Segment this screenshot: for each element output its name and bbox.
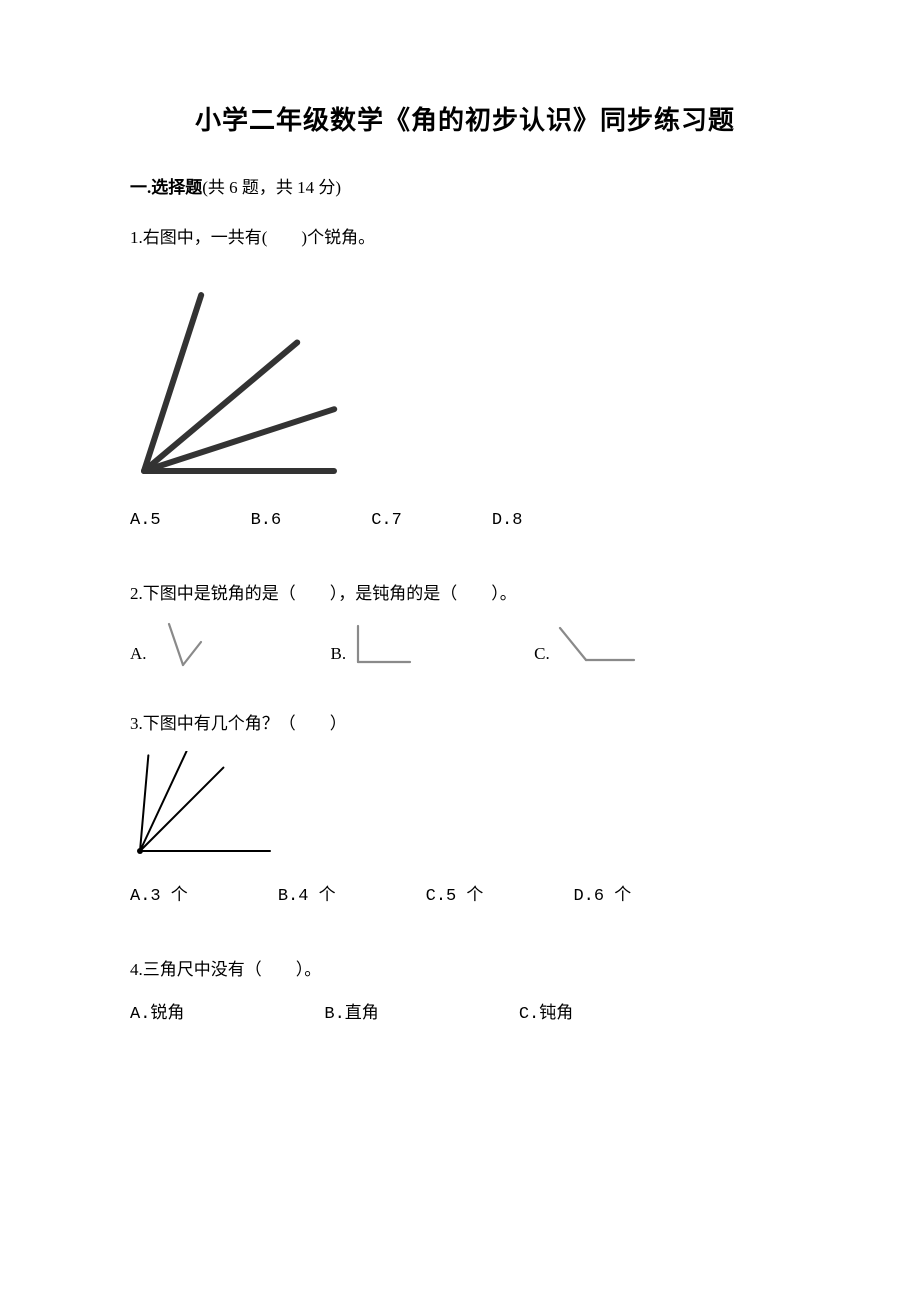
question-2-options: A. B. C. bbox=[130, 622, 800, 668]
q2-option-c: C. bbox=[534, 622, 638, 668]
q3-option-d: D.6 个 bbox=[573, 883, 631, 910]
q2-figure-a bbox=[151, 622, 211, 668]
q4-option-a: A.锐角 bbox=[130, 1001, 184, 1028]
q4-option-b: B.直角 bbox=[324, 1001, 378, 1028]
q3-option-a: A.3 个 bbox=[130, 883, 188, 910]
question-4-options: A.锐角 B.直角 C.钝角 bbox=[130, 1001, 800, 1028]
q1-option-a: A.5 bbox=[130, 507, 161, 534]
q1-option-d: D.8 bbox=[492, 507, 523, 534]
q2-option-a: A. bbox=[130, 622, 211, 668]
angle-fan-icon bbox=[130, 265, 350, 485]
section-heading-prefix: 一.选择题 bbox=[130, 178, 202, 197]
question-4: 4.三角尺中没有（ ）。 A.锐角 B.直角 C.钝角 bbox=[130, 956, 800, 1028]
question-1: 1.右图中，一共有( )个锐角。 A.5 B.6 C.7 D.8 bbox=[130, 224, 800, 534]
section-heading: 一.选择题(共 6 题，共 14 分) bbox=[130, 173, 800, 198]
question-3-text: 3.下图中有几个角？（ ） bbox=[130, 710, 800, 737]
question-2: 2.下图中是锐角的是（ ），是钝角的是（ ）。 A. B. C. bbox=[130, 580, 800, 667]
q2-option-b: B. bbox=[331, 622, 415, 668]
right-angle-icon bbox=[350, 622, 414, 668]
q4-option-c: C.钝角 bbox=[519, 1001, 573, 1028]
q1-option-c: C.7 bbox=[371, 507, 402, 534]
question-1-text: 1.右图中，一共有( )个锐角。 bbox=[130, 224, 800, 251]
question-3-figure bbox=[130, 751, 800, 861]
q2-option-c-label: C. bbox=[534, 640, 550, 667]
section-heading-detail: (共 6 题，共 14 分) bbox=[202, 178, 341, 197]
acute-angle-icon bbox=[151, 622, 211, 668]
q1-option-b: B.6 bbox=[251, 507, 282, 534]
q2-option-b-label: B. bbox=[331, 640, 347, 667]
question-3: 3.下图中有几个角？（ ） A.3 个 B.4 个 C.5 个 D.6 个 bbox=[130, 710, 800, 910]
question-1-figure bbox=[130, 265, 800, 485]
angle-fan-icon bbox=[130, 751, 280, 861]
q2-option-a-label: A. bbox=[130, 640, 147, 667]
worksheet-page: 小学二年级数学《角的初步认识》同步练习题 一.选择题(共 6 题，共 14 分)… bbox=[0, 0, 920, 1302]
question-4-text: 4.三角尺中没有（ ）。 bbox=[130, 956, 800, 983]
page-title: 小学二年级数学《角的初步认识》同步练习题 bbox=[130, 100, 800, 137]
q2-figure-b bbox=[350, 622, 414, 668]
q2-figure-c bbox=[554, 622, 638, 668]
question-3-options: A.3 个 B.4 个 C.5 个 D.6 个 bbox=[130, 883, 800, 910]
q3-option-c: C.5 个 bbox=[426, 883, 484, 910]
question-2-text: 2.下图中是锐角的是（ ），是钝角的是（ ）。 bbox=[130, 580, 800, 607]
question-1-options: A.5 B.6 C.7 D.8 bbox=[130, 507, 800, 534]
obtuse-angle-icon bbox=[554, 622, 638, 668]
q3-option-b: B.4 个 bbox=[278, 883, 336, 910]
